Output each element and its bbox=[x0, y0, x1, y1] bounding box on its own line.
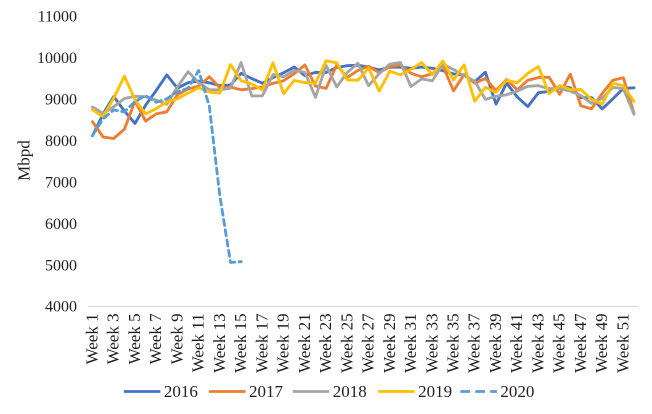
svg-text:Week 25: Week 25 bbox=[337, 313, 356, 373]
svg-text:Week 21: Week 21 bbox=[295, 313, 314, 373]
svg-text:11000: 11000 bbox=[38, 9, 77, 26]
svg-text:Week 17: Week 17 bbox=[252, 313, 271, 373]
svg-text:10000: 10000 bbox=[37, 50, 77, 67]
svg-text:Week 13: Week 13 bbox=[210, 313, 229, 373]
svg-text:Week 45: Week 45 bbox=[550, 313, 569, 373]
svg-text:Week 41: Week 41 bbox=[507, 313, 526, 373]
svg-text:Week 1: Week 1 bbox=[83, 313, 102, 364]
svg-text:2020: 2020 bbox=[500, 382, 534, 401]
svg-text:4000: 4000 bbox=[45, 299, 77, 316]
svg-text:8000: 8000 bbox=[45, 133, 77, 150]
svg-text:2017: 2017 bbox=[249, 382, 284, 401]
svg-text:Week 37: Week 37 bbox=[465, 313, 484, 373]
svg-text:Mbpd: Mbpd bbox=[15, 140, 34, 181]
svg-text:Week 9: Week 9 bbox=[167, 313, 186, 364]
svg-text:Week 47: Week 47 bbox=[571, 313, 590, 373]
svg-text:Week 11: Week 11 bbox=[189, 313, 208, 372]
svg-text:5000: 5000 bbox=[45, 257, 77, 274]
svg-text:7000: 7000 bbox=[45, 174, 77, 191]
svg-text:2016: 2016 bbox=[164, 382, 198, 401]
svg-text:9000: 9000 bbox=[45, 92, 77, 109]
svg-text:Week 7: Week 7 bbox=[146, 313, 165, 365]
svg-text:2018: 2018 bbox=[333, 382, 367, 401]
svg-text:Week 23: Week 23 bbox=[316, 313, 335, 373]
svg-text:Week 43: Week 43 bbox=[528, 313, 547, 373]
svg-text:2019: 2019 bbox=[418, 382, 452, 401]
svg-text:Week 31: Week 31 bbox=[401, 313, 420, 373]
svg-text:Week 5: Week 5 bbox=[125, 313, 144, 364]
svg-text:Week 51: Week 51 bbox=[613, 313, 632, 373]
svg-text:Week 39: Week 39 bbox=[486, 313, 505, 373]
svg-text:Week 49: Week 49 bbox=[592, 313, 611, 373]
svg-text:Week 3: Week 3 bbox=[104, 313, 123, 364]
svg-text:Week 35: Week 35 bbox=[444, 313, 463, 373]
svg-text:Week 33: Week 33 bbox=[422, 313, 441, 373]
svg-text:Week 29: Week 29 bbox=[380, 313, 399, 373]
svg-text:Week 19: Week 19 bbox=[274, 313, 293, 373]
svg-text:6000: 6000 bbox=[45, 216, 77, 233]
svg-text:Week 27: Week 27 bbox=[359, 313, 378, 373]
svg-text:Week 15: Week 15 bbox=[231, 313, 250, 373]
